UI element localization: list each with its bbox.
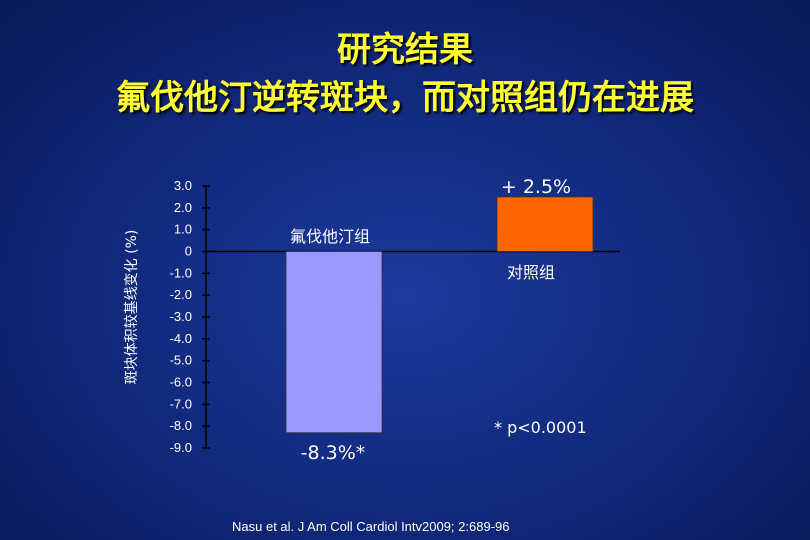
title-line-1: 研究结果 bbox=[337, 30, 473, 70]
citation: Nasu et al. J Am Coll Cardiol Intv2009; … bbox=[232, 519, 510, 534]
y-tick-label: -7.0 bbox=[170, 396, 192, 411]
y-tick-label: -8.0 bbox=[170, 418, 192, 433]
title-line-2: 氟伐他汀逆转斑块，而对照组仍在进展 bbox=[116, 78, 694, 118]
y-tick-label: 0 bbox=[185, 244, 192, 259]
bar-2 bbox=[496, 196, 594, 252]
y-tick-label: -1.0 bbox=[170, 265, 192, 280]
y-tick-label: 3.0 bbox=[174, 178, 192, 193]
y-tick-label: 2.0 bbox=[174, 200, 192, 215]
y-axis-ticks: 3.0 2.0 1.0 0 -1.0 -2.0 -3.0 -4.0 -5.0 -6.0 -7.0 -8… bbox=[170, 178, 210, 455]
y-tick-label: -2.0 bbox=[170, 287, 192, 302]
y-axis-label: 斑块体积较基线变化 (%) bbox=[123, 230, 140, 385]
y-tick-label: -4.0 bbox=[170, 331, 192, 346]
y-tick-label: -5.0 bbox=[170, 353, 192, 368]
bar-1 bbox=[285, 251, 383, 434]
category-label-2: 对照组 bbox=[507, 263, 555, 282]
y-tick-label: 1.0 bbox=[174, 222, 192, 237]
y-tick-label: -6.0 bbox=[170, 375, 192, 390]
y-tick-label: -9.0 bbox=[170, 440, 192, 455]
value-label-2: + 2.5% bbox=[501, 176, 571, 198]
category-label-1: 氟伐他汀组 bbox=[290, 227, 370, 246]
y-tick-label: -3.0 bbox=[170, 309, 192, 324]
value-label-1: -8.3%* bbox=[301, 442, 366, 464]
significance-footnote: * p<0.0001 bbox=[494, 418, 587, 437]
